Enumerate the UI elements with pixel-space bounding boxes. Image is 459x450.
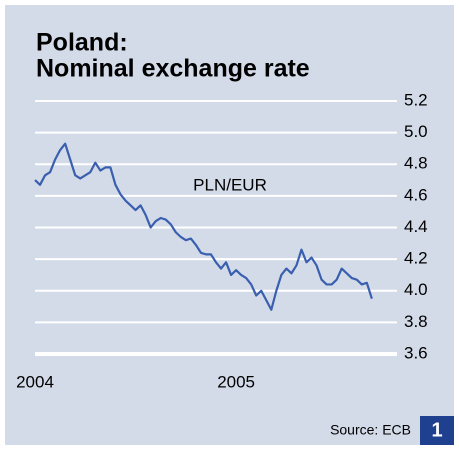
y-tick-label: 5.0 [404,122,428,141]
x-tick-label: 2004 [16,372,54,391]
y-tick-label: 5.2 [404,90,428,109]
y-tick-label: 3.6 [404,343,428,362]
badge: 1 [431,419,442,441]
y-tick-label: 4.8 [404,154,428,173]
source: Source: ECB [330,422,411,438]
y-tick-label: 4.0 [404,280,428,299]
y-tick-label: 4.2 [404,249,428,268]
chart-title: Poland: [36,29,128,57]
badge-box [420,416,454,445]
series-label: PLN/EUR [193,175,267,194]
x-tick-label: 2005 [217,372,255,391]
y-tick-label: 3.8 [404,312,428,331]
y-tick-label: 4.4 [404,217,428,236]
line [34,142,373,311]
chart-title: Nominal exchange rate [36,55,310,83]
panel [5,5,454,445]
y-tick-label: 4.6 [404,185,428,204]
